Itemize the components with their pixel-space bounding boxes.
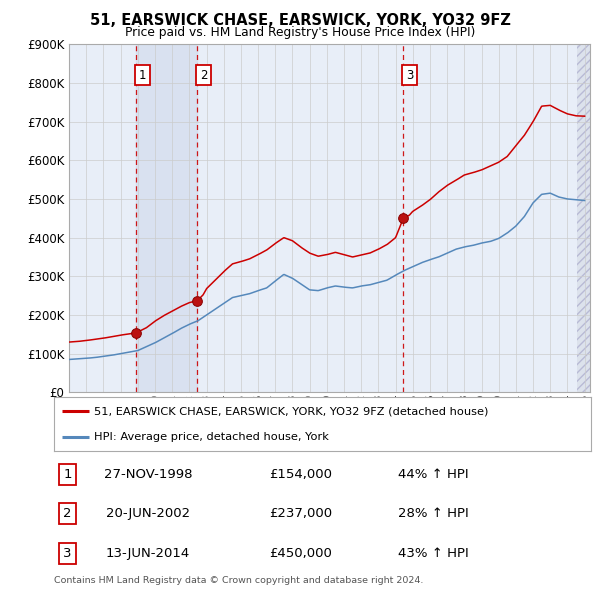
- Text: 2: 2: [200, 68, 208, 81]
- Text: 44% ↑ HPI: 44% ↑ HPI: [398, 467, 469, 481]
- Text: 3: 3: [406, 68, 413, 81]
- Text: Price paid vs. HM Land Registry's House Price Index (HPI): Price paid vs. HM Land Registry's House …: [125, 26, 475, 39]
- Text: 1: 1: [139, 68, 146, 81]
- Text: 51, EARSWICK CHASE, EARSWICK, YORK, YO32 9FZ: 51, EARSWICK CHASE, EARSWICK, YORK, YO32…: [89, 13, 511, 28]
- Text: Contains HM Land Registry data © Crown copyright and database right 2024.: Contains HM Land Registry data © Crown c…: [54, 576, 424, 585]
- Bar: [136, 44, 197, 392]
- Text: £237,000: £237,000: [269, 507, 332, 520]
- Text: 2: 2: [63, 507, 71, 520]
- Text: 1: 1: [63, 467, 71, 481]
- Text: 28% ↑ HPI: 28% ↑ HPI: [398, 507, 469, 520]
- Text: £154,000: £154,000: [269, 467, 332, 481]
- Bar: [577, 44, 590, 392]
- Text: 43% ↑ HPI: 43% ↑ HPI: [398, 546, 469, 560]
- Text: 20-JUN-2002: 20-JUN-2002: [106, 507, 190, 520]
- Text: 27-NOV-1998: 27-NOV-1998: [104, 467, 192, 481]
- Text: 51, EARSWICK CHASE, EARSWICK, YORK, YO32 9FZ (detached house): 51, EARSWICK CHASE, EARSWICK, YORK, YO32…: [94, 406, 488, 416]
- Text: £450,000: £450,000: [269, 546, 332, 560]
- Text: 13-JUN-2014: 13-JUN-2014: [106, 546, 190, 560]
- Text: 3: 3: [63, 546, 71, 560]
- Text: HPI: Average price, detached house, York: HPI: Average price, detached house, York: [94, 432, 329, 442]
